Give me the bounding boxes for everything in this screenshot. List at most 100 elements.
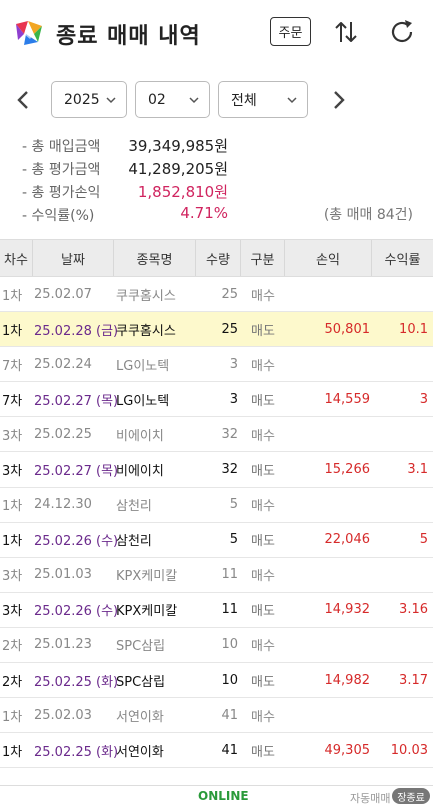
column-header-pl[interactable]: 손익 bbox=[285, 240, 372, 276]
cell-profit bbox=[286, 628, 370, 662]
column-header-type[interactable]: 구분 bbox=[241, 240, 285, 276]
month-select[interactable]: 02 bbox=[135, 81, 210, 118]
arrow-left-icon[interactable] bbox=[12, 88, 34, 112]
cell-qty: 41 bbox=[221, 707, 238, 723]
cell-profit: 22,046 bbox=[324, 532, 371, 548]
cell-date: 25.02.25 (화) bbox=[34, 674, 119, 690]
cell-return-rate bbox=[374, 277, 428, 311]
table-row[interactable]: 1차 25.02.26 (수) 삼천리 5 매도 22,046 5 bbox=[0, 522, 433, 558]
cell-trade-type: 매도 bbox=[251, 323, 275, 339]
trade-table: 1차 25.02.07 쿠쿠홈시스 25 매수 1차 25.02.28 (금) 쿠쿠홈시스 25… bbox=[0, 277, 433, 769]
cell-trade-type: 매수 bbox=[251, 428, 275, 444]
table-row[interactable]: 2차 25.01.23 SPC삼립 10 매수 bbox=[0, 628, 433, 664]
cell-qty: 25 bbox=[221, 286, 238, 302]
table-row[interactable]: 7차 25.02.27 (목) LG이노텍 3 매도 14,559 3 bbox=[0, 382, 433, 418]
cell-qty: 10 bbox=[221, 672, 238, 688]
cell-return-rate bbox=[374, 558, 428, 592]
cell-round: 1차 bbox=[2, 534, 23, 550]
cell-date: 25.02.25 bbox=[34, 426, 92, 442]
cell-qty: 3 bbox=[229, 356, 238, 372]
period-selector-row: 2025 02 전체 bbox=[0, 80, 433, 120]
cell-profit: 14,932 bbox=[324, 602, 371, 618]
cell-return-rate: 10.03 bbox=[390, 742, 428, 758]
cell-stock-name: 삼천리 bbox=[116, 534, 152, 550]
cell-date: 25.02.26 (수) bbox=[34, 534, 119, 550]
chevron-down-icon bbox=[287, 97, 297, 104]
table-row[interactable]: 1차 24.12.30 삼천리 5 매수 bbox=[0, 488, 433, 523]
cell-qty: 5 bbox=[229, 497, 238, 513]
cell-round: 1차 bbox=[2, 499, 23, 515]
cell-return-rate bbox=[374, 347, 428, 381]
cell-trade-type: 매도 bbox=[251, 534, 275, 550]
cell-qty: 41 bbox=[221, 742, 238, 758]
arrow-right-icon[interactable] bbox=[328, 88, 350, 112]
table-row[interactable]: 3차 25.02.25 비에이치 32 매수 bbox=[0, 417, 433, 453]
cell-trade-type: 매수 bbox=[251, 639, 275, 655]
cell-trade-type: 매도 bbox=[251, 464, 275, 480]
table-row[interactable]: 1차 25.02.03 서연이화 41 매수 bbox=[0, 698, 433, 734]
status-bar: ONLINE 자동매매 장종료 bbox=[0, 785, 433, 805]
cell-profit bbox=[286, 558, 370, 592]
cell-stock-name: SPC삼립 bbox=[116, 639, 166, 655]
cell-stock-name: SPC삼립 bbox=[116, 674, 166, 690]
app-logo-icon bbox=[16, 21, 42, 45]
cell-round: 1차 bbox=[2, 709, 23, 725]
cell-qty: 25 bbox=[221, 321, 238, 337]
header: 종료 매매 내역 주문 bbox=[0, 0, 433, 66]
auto-trade-label: 자동매매 bbox=[350, 792, 391, 805]
table-header: 차수 날짜 종목명 수량 구분 손익 수익률 bbox=[0, 239, 433, 277]
cell-stock-name: LG이노텍 bbox=[116, 358, 170, 374]
cell-trade-type: 매도 bbox=[251, 604, 275, 620]
table-row[interactable]: 3차 25.01.03 KPX케미칼 11 매수 bbox=[0, 558, 433, 593]
order-button[interactable]: 주문 bbox=[270, 17, 311, 46]
swap-vertical-icon[interactable] bbox=[330, 16, 362, 48]
cell-round: 2차 bbox=[2, 639, 23, 655]
cell-return-rate: 5 bbox=[419, 532, 428, 548]
cell-trade-type: 매수 bbox=[251, 709, 275, 725]
cell-return-rate: 3.1 bbox=[407, 462, 428, 478]
cell-trade-type: 매수 bbox=[251, 358, 275, 374]
type-select[interactable]: 전체 bbox=[218, 81, 308, 118]
cell-qty: 10 bbox=[221, 637, 238, 653]
cell-round: 3차 bbox=[2, 604, 23, 620]
cell-date: 25.02.28 (금) bbox=[34, 323, 119, 339]
cell-round: 1차 bbox=[2, 744, 23, 760]
cell-date: 25.02.24 bbox=[34, 356, 92, 372]
table-row[interactable]: 2차 25.02.25 (화) SPC삼립 10 매도 14,982 3.17 bbox=[0, 663, 433, 699]
total-evaluation-label: - 총 평가금액 bbox=[22, 162, 101, 178]
total-purchase-label: - 총 매입금액 bbox=[22, 139, 101, 155]
table-row[interactable]: 1차 25.02.07 쿠쿠홈시스 25 매수 bbox=[0, 277, 433, 313]
cell-round: 1차 bbox=[2, 288, 23, 304]
year-select[interactable]: 2025 bbox=[51, 81, 127, 118]
cell-qty: 32 bbox=[221, 426, 238, 442]
column-header-rate[interactable]: 수익률 bbox=[384, 252, 421, 268]
cell-trade-type: 매수 bbox=[251, 288, 275, 304]
table-row[interactable]: 3차 25.02.26 (수) KPX케미칼 11 매도 14,932 3.16 bbox=[0, 592, 433, 628]
cell-date: 25.02.03 bbox=[34, 707, 92, 723]
column-header-date[interactable]: 날짜 bbox=[33, 240, 114, 276]
column-header-round[interactable]: 차수 bbox=[0, 240, 33, 276]
cell-qty: 5 bbox=[229, 532, 238, 548]
cell-date: 25.02.07 bbox=[34, 286, 92, 302]
total-profit-label: - 총 평가손익 bbox=[22, 185, 101, 201]
table-row[interactable]: 3차 25.02.27 (목) 비에이치 32 매도 15,266 3.1 bbox=[0, 452, 433, 488]
cell-return-rate bbox=[374, 417, 428, 451]
cell-date: 25.02.25 (화) bbox=[34, 744, 119, 760]
cell-profit: 14,982 bbox=[324, 672, 371, 688]
year-value: 2025 bbox=[64, 91, 100, 108]
refresh-icon[interactable] bbox=[386, 16, 418, 48]
cell-qty: 3 bbox=[229, 391, 238, 407]
type-value: 전체 bbox=[231, 92, 257, 109]
column-header-qty[interactable]: 수량 bbox=[196, 240, 241, 276]
auto-trade-toggle[interactable]: 장종료 bbox=[392, 788, 430, 804]
cell-stock-name: 서연이화 bbox=[116, 709, 164, 725]
cell-profit bbox=[286, 417, 370, 451]
table-row[interactable]: 1차 25.02.28 (금) 쿠쿠홈시스 25 매도 50,801 10.1 bbox=[0, 312, 433, 348]
cell-return-rate bbox=[374, 488, 428, 522]
table-row[interactable]: 7차 25.02.24 LG이노텍 3 매수 bbox=[0, 347, 433, 383]
table-row[interactable]: 1차 25.02.25 (화) 서연이화 41 매도 49,305 10.03 bbox=[0, 733, 433, 769]
cell-profit: 50,801 bbox=[324, 321, 371, 337]
column-header-name[interactable]: 종목명 bbox=[114, 240, 196, 276]
total-profit-value: 1,852,810원 bbox=[137, 183, 228, 201]
cell-profit: 14,559 bbox=[324, 391, 371, 407]
